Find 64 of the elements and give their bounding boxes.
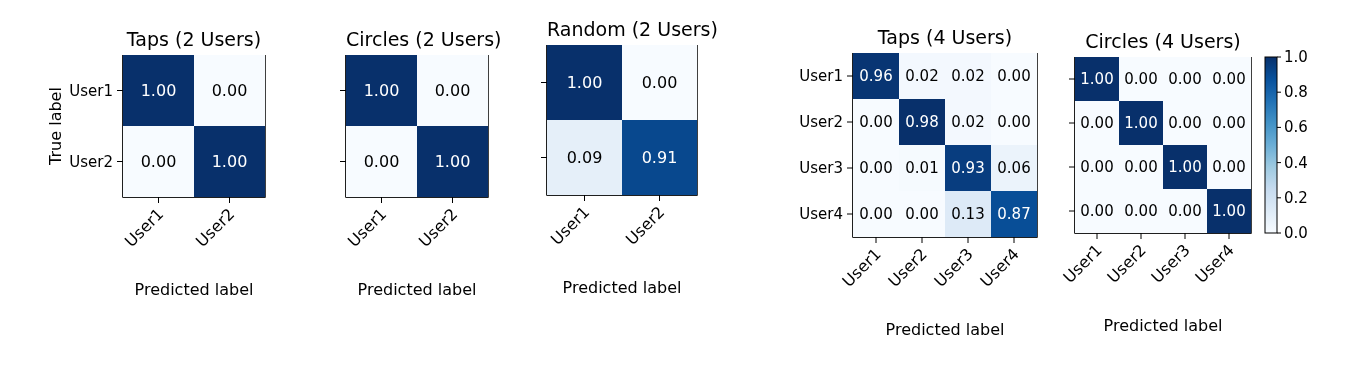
data-label: 0.00 (1080, 114, 1114, 132)
data-label: 0.00 (1168, 202, 1202, 220)
color-bar-label: 0.8 (1284, 83, 1308, 102)
color-bar-label: 0.4 (1284, 153, 1308, 172)
data-label: 1.00 (1124, 114, 1158, 132)
data-label: 0.00 (1080, 158, 1114, 176)
x-axis-title: Predicted label (562, 278, 682, 297)
data-label: 0.00 (1124, 158, 1158, 176)
data-label: 0.93 (951, 159, 985, 177)
color-bar-label: 1.0 (1284, 48, 1308, 66)
chart-title: Random (2 Users) (546, 17, 719, 42)
data-label: 0.00 (211, 81, 248, 100)
data-label: 0.00 (905, 205, 939, 223)
data-label: 0.00 (997, 113, 1031, 131)
chart-title: Taps (4 Users) (876, 25, 1014, 50)
data-label: 1.00 (1212, 202, 1246, 220)
data-label: 0.00 (1124, 202, 1158, 220)
data-label: 0.00 (140, 152, 177, 171)
data-label: 0.00 (1168, 114, 1202, 132)
x-axis-title: Predicted label (134, 280, 254, 299)
data-label: 0.00 (434, 81, 471, 100)
data-label: 1.00 (1080, 70, 1114, 88)
data-label: 1.00 (211, 152, 248, 171)
chart-title: Circles (4 Users) (1084, 29, 1242, 54)
chart-title: Circles (2 Users) (345, 27, 503, 52)
data-label: 1.00 (140, 81, 177, 100)
data-label: 0.87 (997, 205, 1031, 223)
x-axis-title: Predicted label (357, 280, 477, 299)
data-label: 0.00 (1080, 202, 1114, 220)
data-label: 0.00 (1124, 70, 1158, 88)
data-label: 0.06 (997, 159, 1031, 177)
data-label: 0.00 (363, 152, 400, 171)
color-bar-label: 0.2 (1284, 188, 1308, 207)
data-label: 0.00 (1212, 114, 1246, 132)
data-label: 0.98 (905, 113, 939, 131)
data-label: 0.91 (641, 148, 678, 167)
y-axis-title: True label (45, 87, 65, 166)
data-label: 1.00 (434, 152, 471, 171)
x-axis-title: Predicted label (885, 320, 1005, 339)
y-tick-label: User1 (799, 67, 843, 85)
data-label: 0.00 (1212, 158, 1246, 176)
x-axis-title: Predicted label (1103, 316, 1223, 335)
data-label: 0.02 (951, 67, 985, 85)
data-label: 1.00 (363, 81, 400, 100)
data-label: 0.00 (859, 113, 893, 131)
data-label: 0.00 (641, 73, 678, 92)
y-tick-label: User3 (799, 159, 843, 177)
data-label: 1.00 (566, 73, 603, 92)
data-label: 0.00 (1212, 70, 1246, 88)
data-label: 0.02 (951, 113, 985, 131)
data-label: 0.96 (859, 67, 893, 85)
color-bar-label: 0.0 (1284, 224, 1308, 242)
data-label: 0.13 (951, 205, 985, 223)
data-label: 0.09 (566, 148, 603, 167)
data-label: 0.00 (997, 67, 1031, 85)
y-tick-label: User2 (799, 113, 843, 131)
color-bar-label: 0.6 (1284, 118, 1308, 137)
data-label: 0.00 (859, 159, 893, 177)
data-label: 0.01 (905, 159, 939, 177)
data-label: 0.00 (859, 205, 893, 223)
data-label: 1.00 (1168, 158, 1202, 176)
data-label: 0.02 (905, 67, 939, 85)
data-label: 0.00 (1168, 70, 1202, 88)
chart-title: Taps (2 Users) (125, 27, 263, 52)
